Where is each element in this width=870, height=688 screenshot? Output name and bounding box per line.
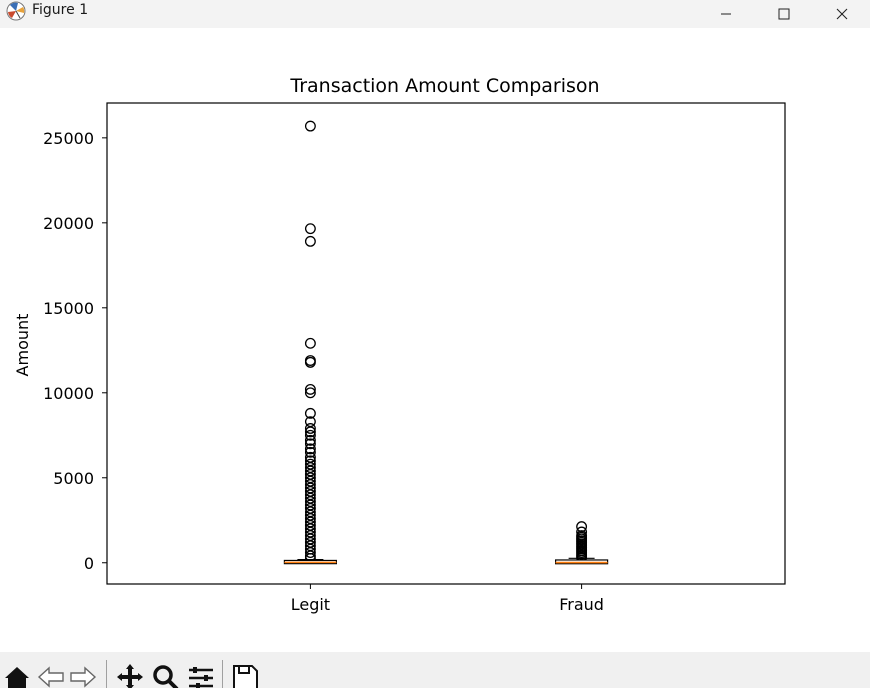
y-axis-label: Amount [13,314,32,377]
minimize-icon [721,13,731,15]
x-tick-label: Fraud [559,595,604,614]
boxplot-chart: Transaction Amount Comparison Amount 0 50… [13,75,786,614]
y-tick-label: 15000 [43,299,94,318]
outlier-point [304,426,316,438]
home-icon[interactable] [2,662,32,688]
outlier-point [304,446,316,458]
y-tick-label: 20000 [43,214,94,233]
close-icon [836,8,848,20]
outlier-point [304,434,316,446]
outlier-point [304,407,316,419]
maximize-button[interactable] [755,0,813,28]
chart-title: Transaction Amount Comparison [289,75,599,97]
outlier-point [304,547,316,559]
configure-subplots-icon[interactable] [186,662,216,688]
outlier-point [576,521,588,533]
toolbar-separator [222,660,223,688]
x-tick-label: Legit [291,595,330,614]
window-titlebar: Figure 1 [0,0,870,28]
outlier-point [304,387,316,399]
close-button[interactable] [813,0,870,28]
toolbar-separator [106,660,107,688]
back-icon[interactable] [36,662,66,688]
outlier-point [304,120,316,132]
matplotlib-icon [6,1,26,21]
minimize-button[interactable] [697,0,755,28]
maximize-icon [778,8,790,20]
plot-frame [106,102,786,585]
y-tick-label: 25000 [43,129,94,148]
zoom-icon[interactable] [150,662,180,688]
window-title: Figure 1 [32,2,89,18]
outlier-point [304,356,316,368]
y-tick-label: 0 [84,554,94,573]
outlier-point [304,438,316,450]
outlier-point [304,235,316,247]
outlier-point [304,443,316,455]
pan-icon[interactable] [115,662,145,688]
outlier-point [304,429,316,441]
forward-icon[interactable] [68,662,98,688]
save-icon[interactable] [230,662,260,688]
box-group-legit [283,120,337,565]
box-group-fraud [554,521,609,565]
navigation-toolbar [0,652,870,688]
figure-canvas[interactable]: Transaction Amount Comparison Amount 0 50… [0,28,870,652]
y-tick-label: 10000 [43,384,94,403]
y-tick-label: 5000 [53,469,94,488]
outlier-point [304,423,316,434]
outlier-point [304,383,316,395]
outlier-point [304,337,316,349]
outlier-point [576,526,588,538]
outlier-point [304,223,316,235]
